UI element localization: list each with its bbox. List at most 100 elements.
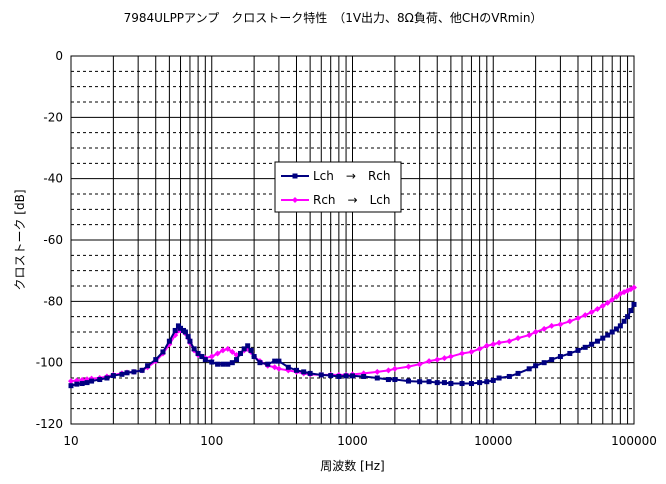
data-point xyxy=(515,335,522,342)
data-point xyxy=(124,370,130,376)
data-point xyxy=(110,373,116,379)
data-point xyxy=(275,365,282,372)
data-point xyxy=(532,329,539,335)
data-point xyxy=(202,357,208,363)
data-point xyxy=(241,346,247,352)
data-point xyxy=(406,378,412,384)
x-axis-label: 周波数 [Hz] xyxy=(320,458,385,473)
data-point xyxy=(582,344,588,350)
series-line xyxy=(70,286,635,383)
data-point xyxy=(208,353,215,360)
data-point xyxy=(97,377,103,383)
data-point xyxy=(251,354,257,360)
data-point xyxy=(526,332,533,339)
data-point xyxy=(185,334,191,340)
data-point xyxy=(68,378,74,385)
data-point xyxy=(276,358,282,364)
data-point xyxy=(293,367,299,373)
data-point xyxy=(496,375,502,381)
data-point xyxy=(361,373,367,379)
legend-box xyxy=(274,161,402,213)
data-point xyxy=(588,309,595,316)
y-tick-label: 0 xyxy=(55,49,63,63)
data-point xyxy=(234,357,240,363)
data-point xyxy=(477,380,483,386)
data-point xyxy=(104,375,110,381)
y-tick-label: -20 xyxy=(43,110,63,124)
data-point xyxy=(417,379,423,385)
plot-grid xyxy=(70,55,634,425)
legend-entry-rch-lch: Rch → Lch xyxy=(281,193,391,207)
x-tick-label: 1000 xyxy=(337,434,368,448)
data-point xyxy=(628,308,634,314)
data-point xyxy=(594,338,600,344)
y-tick-label: -100 xyxy=(36,356,63,370)
x-tick-label: 100000 xyxy=(611,434,657,448)
data-point xyxy=(506,338,513,345)
data-point xyxy=(89,378,95,384)
data-point xyxy=(434,380,440,386)
legend-swatch-marker xyxy=(292,197,298,203)
y-axis-ticks: 0 -20 -40 -60 -80 -100 -120 xyxy=(36,49,63,431)
data-point xyxy=(405,363,412,370)
data-point xyxy=(483,342,490,349)
data-point xyxy=(219,347,226,354)
data-point xyxy=(74,381,80,387)
data-point xyxy=(459,381,465,387)
data-point xyxy=(265,361,271,367)
data-point xyxy=(609,329,615,335)
data-point xyxy=(257,360,263,366)
data-point xyxy=(582,312,589,319)
y-tick-label: -80 xyxy=(43,294,63,308)
data-point xyxy=(541,325,548,332)
data-point xyxy=(248,347,254,353)
legend-label-rch-lch: Rch → Lch xyxy=(313,193,391,207)
data-point xyxy=(285,364,291,370)
data-point xyxy=(426,358,433,365)
series-layer xyxy=(68,284,637,389)
data-point xyxy=(215,361,221,367)
data-point xyxy=(426,379,432,385)
data-point xyxy=(119,371,125,377)
chart-title: 7984ULPPアンプ クロストーク特性 （1V出力、8Ω負荷、他CHのVRmi… xyxy=(124,10,543,25)
data-point xyxy=(613,326,619,332)
data-point xyxy=(374,368,381,375)
data-point xyxy=(575,347,581,353)
data-point xyxy=(79,381,85,387)
data-point xyxy=(631,301,637,307)
data-point xyxy=(166,338,172,344)
legend-swatch-marker xyxy=(292,173,298,179)
y-tick-label: -40 xyxy=(43,172,63,186)
data-point xyxy=(214,350,221,357)
y-tick-label: -60 xyxy=(43,233,63,247)
data-point xyxy=(195,350,201,356)
data-point xyxy=(441,380,447,386)
data-point xyxy=(301,369,307,375)
data-point xyxy=(392,377,398,383)
data-point xyxy=(594,306,601,312)
data-point xyxy=(574,315,581,322)
data-point xyxy=(224,345,231,352)
data-point xyxy=(191,346,197,352)
data-point xyxy=(178,325,184,331)
data-point xyxy=(307,370,313,376)
data-point xyxy=(566,318,573,325)
data-point xyxy=(567,350,573,356)
data-point xyxy=(617,323,623,329)
data-point xyxy=(172,327,178,333)
data-point xyxy=(350,373,355,379)
legend-label-lch-rch: Lch → Rch xyxy=(313,169,391,183)
data-point xyxy=(557,354,563,360)
x-tick-label: 10000 xyxy=(474,434,512,448)
legend-entry-lch-rch: Lch → Rch xyxy=(281,169,391,183)
data-point xyxy=(343,373,349,379)
data-point xyxy=(448,381,454,387)
data-point xyxy=(476,345,483,352)
data-point xyxy=(187,338,193,344)
data-point xyxy=(515,370,521,376)
data-point xyxy=(506,373,512,379)
data-point xyxy=(385,377,391,383)
data-point xyxy=(459,350,466,357)
data-point xyxy=(385,367,392,374)
